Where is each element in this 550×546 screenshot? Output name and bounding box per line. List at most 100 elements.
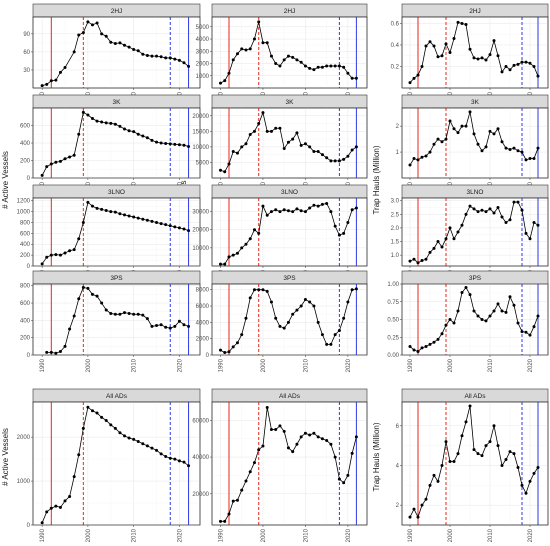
data-point	[278, 126, 282, 130]
data-point	[408, 163, 412, 167]
data-point	[456, 452, 460, 456]
data-point	[520, 330, 524, 334]
data-point	[496, 54, 500, 58]
data-point	[464, 23, 468, 27]
data-point	[223, 519, 227, 523]
data-point	[416, 515, 420, 519]
data-point	[428, 342, 432, 346]
data-point	[223, 79, 227, 83]
data-point	[218, 81, 222, 85]
data-point	[312, 150, 316, 154]
data-point	[145, 218, 149, 222]
y-tick-label: 0	[206, 353, 210, 359]
data-point	[123, 213, 127, 217]
data-point	[492, 309, 496, 313]
data-point	[145, 54, 149, 58]
data-point	[261, 111, 265, 115]
data-point	[218, 348, 222, 352]
data-point	[295, 131, 299, 135]
data-point	[346, 220, 350, 224]
data-point	[295, 207, 299, 211]
data-point	[145, 444, 149, 448]
y-tick-label: 20000	[192, 114, 209, 120]
data-point	[295, 58, 299, 62]
y-tick-label: 2	[396, 124, 400, 130]
data-point	[512, 200, 516, 204]
data-point	[282, 326, 286, 330]
x-tick-label: 2010	[303, 528, 309, 542]
data-point	[424, 44, 428, 48]
panel-3lno-hauls: 3LNO19902000201020201.01.52.02.53.0	[391, 184, 549, 283]
data-point	[444, 42, 448, 46]
y-tick-label: 4000	[196, 37, 210, 43]
data-point	[182, 61, 186, 65]
data-point	[516, 200, 520, 204]
data-point	[295, 308, 299, 312]
data-point	[299, 209, 303, 213]
data-point	[500, 140, 504, 144]
data-point	[90, 409, 94, 413]
panel-all-ads-landings: All ADs 1990 2000 2010 2020 20000 40000 60000	[192, 388, 368, 542]
data-point	[235, 52, 239, 56]
data-point	[173, 324, 177, 328]
data-point	[424, 344, 428, 348]
data-point	[428, 483, 432, 487]
data-point	[452, 37, 456, 41]
data-point	[436, 137, 440, 141]
data-point	[308, 66, 312, 70]
data-point	[90, 204, 94, 208]
data-point	[145, 317, 149, 321]
data-point	[95, 411, 99, 415]
data-point	[295, 442, 299, 446]
x-tick-label: 1990	[408, 528, 414, 542]
y-tick-label: 20000	[192, 492, 209, 498]
y-tick-label: 2.0	[391, 226, 400, 232]
data-point	[342, 316, 346, 320]
data-point	[118, 124, 122, 128]
data-point	[252, 228, 256, 232]
y-tick-label: 1	[396, 150, 400, 156]
data-point	[177, 226, 181, 230]
data-point	[63, 251, 67, 255]
x-tick-label: 1990	[408, 358, 414, 372]
plot-area	[211, 401, 368, 526]
data-point	[464, 212, 468, 216]
data-point	[448, 226, 452, 230]
x-tick-label: 2000	[261, 528, 267, 542]
facet-strip-label: 2HJ	[111, 8, 123, 15]
data-point	[40, 521, 44, 525]
data-point	[127, 214, 131, 218]
data-point	[244, 242, 248, 246]
data-point	[472, 448, 476, 452]
data-point	[150, 324, 154, 328]
data-point	[100, 120, 104, 124]
panel-all-ads-hauls: All ADs 1990 2000 2010 2020 2 4 6	[396, 388, 549, 542]
data-point	[520, 208, 524, 212]
data-point	[45, 165, 49, 169]
data-point	[49, 350, 53, 354]
data-point	[484, 58, 488, 62]
data-point	[536, 74, 540, 78]
panel-all-ads-vessels: All ADs 1990 2000 2010 2020 0 1000 2000	[17, 388, 201, 542]
data-point	[512, 146, 516, 150]
x-tick-label: 2010	[132, 358, 138, 372]
data-point	[448, 119, 452, 123]
data-point	[291, 312, 295, 316]
data-point	[412, 157, 416, 161]
data-point	[86, 200, 90, 204]
y-tick-label: 60	[23, 50, 30, 56]
plot-area	[401, 401, 549, 526]
data-point	[476, 142, 480, 146]
y-tick-label: 1000	[17, 210, 31, 216]
data-point	[123, 127, 127, 131]
data-point	[472, 207, 476, 211]
y-tick-label: 10000	[192, 246, 209, 252]
panel-border	[211, 107, 368, 179]
facet-strip-label: 3PS	[283, 275, 296, 282]
data-point	[329, 64, 333, 68]
data-point	[177, 58, 181, 62]
data-point	[520, 483, 524, 487]
y-tick-label: 2.5	[391, 212, 400, 218]
data-point	[299, 143, 303, 147]
x-tick-label: 2010	[303, 358, 309, 372]
